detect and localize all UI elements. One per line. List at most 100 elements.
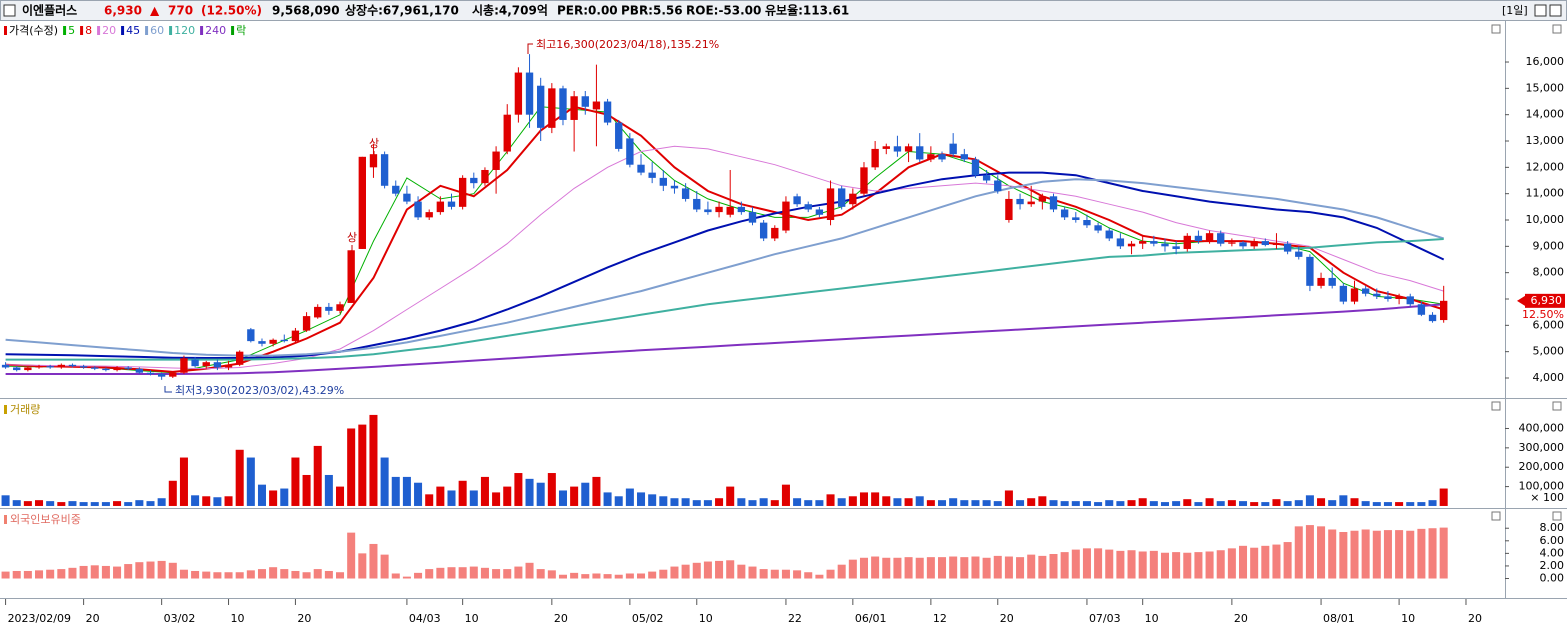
candle-body	[113, 367, 121, 371]
bar	[581, 574, 590, 579]
panel-title-marker	[4, 515, 7, 524]
bar	[1082, 501, 1091, 506]
bar	[1350, 498, 1359, 506]
bar	[1417, 528, 1426, 579]
candle-body	[570, 96, 578, 120]
bar	[202, 571, 211, 579]
candle-body	[1350, 288, 1359, 302]
candle-body	[314, 306, 322, 318]
panel-button[interactable]	[1552, 401, 1562, 411]
panel-title-marker	[4, 405, 7, 414]
bar	[35, 570, 44, 579]
bar	[1116, 501, 1125, 506]
bar	[1294, 526, 1303, 579]
bar	[1105, 549, 1114, 579]
close-button[interactable]	[1549, 4, 1562, 17]
bar	[1183, 499, 1192, 506]
candle-body	[1417, 304, 1426, 315]
bar	[358, 553, 367, 579]
bar	[1027, 498, 1036, 506]
bar	[904, 498, 913, 506]
candle-body	[291, 330, 300, 342]
bar	[1372, 530, 1381, 579]
candle-body	[213, 362, 222, 368]
bar	[926, 557, 935, 579]
bar	[1350, 530, 1359, 579]
bar	[46, 569, 55, 579]
panel-button[interactable]	[1552, 511, 1562, 521]
bar	[625, 573, 634, 579]
candle-body	[1295, 251, 1303, 257]
y-tick-label: 5,000	[1533, 345, 1565, 358]
bar	[46, 501, 55, 506]
roe: ROE:-53.00	[686, 4, 761, 18]
bar	[1105, 500, 1114, 506]
bar	[882, 557, 891, 579]
bar	[781, 484, 790, 506]
candle-body	[258, 341, 266, 344]
maximize-button[interactable]	[1534, 4, 1547, 17]
candle-body	[1049, 196, 1058, 210]
bar	[269, 567, 278, 579]
y-tick-label: 11,000	[1526, 187, 1565, 200]
bar	[670, 566, 679, 579]
candle-body	[1306, 256, 1314, 286]
candle-body	[949, 143, 957, 155]
panel-button[interactable]	[1491, 24, 1501, 34]
x-tick-label: 20	[1000, 612, 1014, 625]
checkbox[interactable]	[3, 4, 16, 17]
candle-body	[1161, 243, 1169, 247]
bar	[324, 570, 333, 579]
candle-body	[525, 72, 534, 115]
stock-name: 이엔플러스	[22, 3, 77, 18]
bar	[157, 498, 166, 506]
y-tick-label: 8,000	[1533, 266, 1565, 279]
legend-label: 락	[236, 24, 246, 37]
candle-body	[492, 151, 500, 170]
panel-button[interactable]	[1552, 24, 1562, 34]
bar	[291, 570, 300, 579]
bars	[1, 414, 1448, 506]
bar	[135, 500, 144, 506]
bar	[269, 490, 278, 506]
bar	[235, 449, 244, 506]
bar	[492, 569, 501, 579]
bar	[1261, 545, 1270, 579]
candle-body	[1205, 233, 1214, 242]
period-button[interactable]: [1일]	[1502, 3, 1528, 17]
bar	[1339, 532, 1348, 579]
y-tick-label: 14,000	[1526, 108, 1565, 121]
bar	[648, 494, 657, 506]
candle-body	[1283, 243, 1292, 252]
bar	[302, 474, 311, 506]
legend-marker	[200, 26, 204, 35]
bar	[859, 557, 868, 579]
bar	[1060, 501, 1069, 506]
bar	[1406, 530, 1415, 579]
bar	[380, 457, 389, 506]
y-tick-label: 2.00	[1540, 559, 1565, 572]
bar	[1428, 528, 1437, 579]
y-tick-label: 13,000	[1526, 134, 1565, 147]
bar	[124, 564, 133, 579]
legend-marker	[97, 26, 101, 35]
moving-average-line	[5, 238, 1444, 361]
bar	[737, 564, 746, 579]
bar	[246, 570, 255, 579]
panel-button[interactable]	[1491, 511, 1501, 521]
bar	[235, 572, 244, 579]
bar	[1317, 498, 1326, 506]
legend-label: 120	[174, 24, 195, 37]
candle-body	[759, 222, 768, 239]
panel-button[interactable]	[1491, 401, 1501, 411]
candle-body	[1217, 233, 1225, 244]
bar	[336, 572, 345, 579]
bar	[291, 457, 300, 506]
candle-body	[124, 367, 132, 369]
candle-body	[927, 154, 935, 160]
bar	[558, 490, 567, 506]
candle-body	[748, 212, 757, 223]
bar	[949, 556, 958, 579]
bar	[313, 445, 322, 506]
candle-body	[637, 164, 645, 173]
